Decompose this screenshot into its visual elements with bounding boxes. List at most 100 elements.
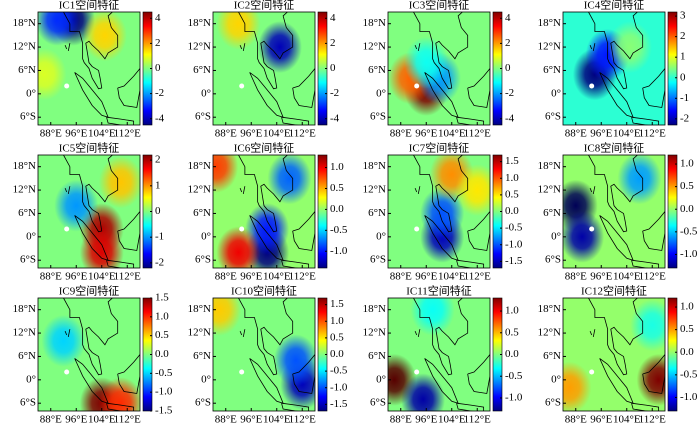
- colorbar-tick-label: 0.5: [680, 180, 694, 192]
- y-tick-label: 18°N: [13, 303, 36, 315]
- coastline: [592, 43, 596, 52]
- x-tick-label: 112°E: [464, 414, 491, 425]
- colorbar: [667, 11, 678, 126]
- colorbar-tick-label: 1: [155, 179, 161, 191]
- coastline: [414, 44, 418, 50]
- coastline: [239, 187, 243, 193]
- y-tick-label: 12°N: [363, 327, 386, 339]
- x-tick-label: 104°E: [263, 414, 291, 425]
- plot-frame: [387, 11, 491, 126]
- y-tick-label: 6°S: [545, 397, 561, 409]
- x-tick-label: 96°E: [65, 271, 87, 283]
- y-tick-label: 18°N: [363, 160, 386, 172]
- y-tick-label: 6°N: [193, 207, 211, 219]
- field-anomaly: [216, 226, 261, 268]
- colorbar-tick-label: -1.0: [680, 248, 698, 260]
- colorbar-tick-label: 2: [155, 154, 161, 166]
- coastline: [281, 402, 310, 411]
- y-tick-label: 0°: [26, 230, 36, 242]
- x-tick-label: 96°E: [590, 271, 612, 283]
- y-tick-label: 0°: [26, 87, 36, 99]
- coastline: [281, 259, 310, 268]
- field-anomaly: [420, 187, 465, 240]
- y-tick-label: 6°N: [193, 64, 211, 76]
- x-tick-label: 112°E: [464, 271, 491, 283]
- coastline: [292, 353, 315, 394]
- coastline: [417, 43, 421, 52]
- coastline: [413, 12, 469, 90]
- y-tick-label: 18°N: [538, 17, 561, 29]
- site-marker: [414, 83, 420, 89]
- field-anomaly: [38, 12, 80, 46]
- colorbar-tick-label: -1.0: [680, 391, 698, 403]
- colorbar-tick-label: -1.5: [505, 255, 523, 267]
- field-anomaly: [213, 155, 239, 193]
- panel-title: IC11空间特征: [406, 284, 472, 298]
- x-tick-label: 104°E: [613, 271, 641, 283]
- site-marker: [589, 83, 595, 89]
- colorbar: [667, 297, 678, 412]
- colorbar-tick-label: -0.5: [680, 368, 698, 380]
- y-tick-label: 18°N: [188, 160, 211, 172]
- coastline: [642, 210, 665, 251]
- field-anomaly: [563, 210, 605, 263]
- site-marker: [414, 369, 420, 375]
- plot-frame: [387, 297, 491, 412]
- coastline: [456, 402, 485, 411]
- coastline: [631, 116, 660, 125]
- y-tick-label: 18°N: [13, 17, 36, 29]
- colorbar-tick-label: 0.0: [680, 346, 694, 358]
- field-anomaly: [213, 298, 242, 336]
- y-tick-label: 6°N: [368, 350, 386, 362]
- y-tick-label: 0°: [26, 373, 36, 385]
- colorbar-tick-label: 2: [155, 37, 161, 49]
- site-marker: [414, 226, 420, 232]
- colorbar-tick-label: 4: [505, 12, 511, 24]
- panel-title: IC1空间特征: [59, 0, 120, 12]
- plot-frame: [37, 11, 141, 126]
- coastline: [642, 67, 665, 108]
- field-anomaly: [82, 12, 127, 62]
- colorbar-tick-label: -0.5: [505, 222, 523, 234]
- colorbar-tick-label: -0.5: [155, 367, 173, 379]
- y-tick-label: 6°S: [20, 397, 36, 409]
- colorbar-tick-label: 0.5: [330, 331, 344, 343]
- panel-title: IC12空间特征: [581, 284, 647, 298]
- colorbar-tick-label: -1.0: [505, 238, 523, 250]
- coastline: [589, 44, 593, 50]
- field-anomaly: [38, 48, 67, 101]
- y-tick-label: 12°N: [188, 327, 211, 339]
- colorbar-tick-label: 4: [155, 12, 161, 24]
- coastline: [67, 43, 71, 52]
- coastline: [588, 155, 644, 233]
- colorbar-tick-label: -4: [330, 112, 340, 124]
- colorbar-tick-label: 0.0: [330, 203, 344, 215]
- coastline: [292, 210, 315, 251]
- y-tick-label: 18°N: [538, 160, 561, 172]
- colorbar-tick-label: 2: [680, 30, 686, 42]
- site-marker: [239, 226, 245, 232]
- map: [38, 12, 140, 125]
- colorbar-tick-label: 0.0: [505, 205, 519, 217]
- y-tick-label: 6°N: [18, 207, 36, 219]
- y-tick-label: 0°: [201, 87, 211, 99]
- x-tick-label: 96°E: [590, 128, 612, 140]
- colorbar-tick-label: 1.0: [505, 305, 519, 317]
- colorbar-tick-label: 0.5: [680, 323, 694, 335]
- site-marker: [64, 83, 70, 89]
- y-tick-label: 6°N: [368, 64, 386, 76]
- map: [388, 12, 490, 125]
- field-anomaly: [617, 155, 662, 205]
- colorbar-tick-label: -1.0: [505, 391, 523, 403]
- x-tick-label: 104°E: [263, 128, 291, 140]
- x-tick-label: 104°E: [88, 128, 116, 140]
- coastline: [467, 67, 490, 108]
- y-tick-label: 6°S: [370, 111, 386, 123]
- coastline: [417, 329, 421, 338]
- x-tick-label: 104°E: [613, 128, 641, 140]
- colorbar-tick-label: -2: [680, 112, 689, 124]
- field-anomaly: [79, 226, 124, 268]
